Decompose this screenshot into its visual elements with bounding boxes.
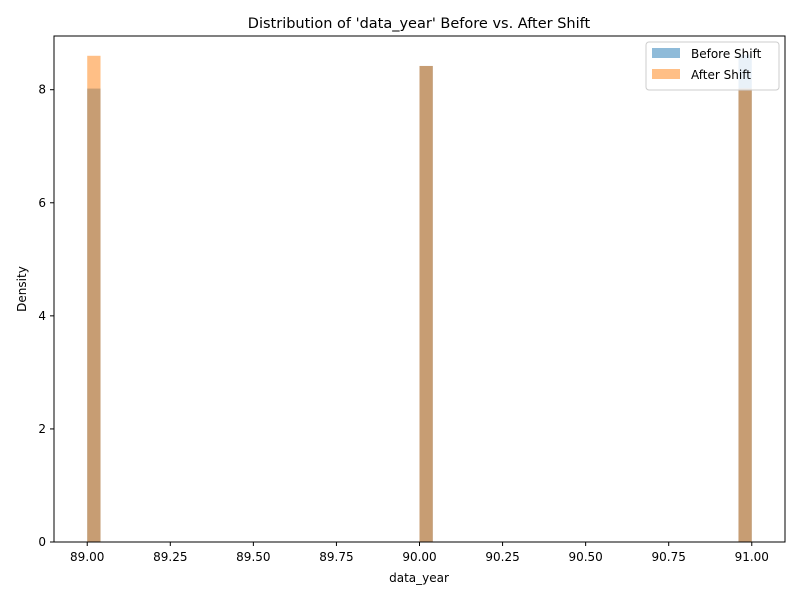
y-tick-label: 2 (38, 422, 46, 436)
legend: Before Shift After Shift (645, 41, 780, 91)
legend-label: After Shift (691, 68, 751, 82)
x-tick-label: 90.00 (402, 550, 436, 564)
y-tick-label: 0 (38, 535, 46, 549)
bar-series-1-bin-1 (419, 65, 433, 543)
x-axis-label: data_year (389, 571, 449, 585)
x-tick-label: 89.50 (236, 550, 270, 564)
x-tick-label: 89.75 (319, 550, 353, 564)
bar-series-1-bin-2 (738, 88, 752, 543)
bars-layer (87, 54, 752, 543)
bar-series-1-bin-0 (87, 55, 101, 542)
y-axis-label: Density (15, 266, 29, 312)
legend-swatch (652, 48, 680, 58)
x-tick-label: 90.75 (652, 550, 686, 564)
legend-label: Before Shift (691, 47, 762, 61)
y-axis: 0 2 4 6 8 (38, 83, 54, 549)
x-axis: 89.00 89.25 89.50 89.75 90.00 90.25 90.50 90.75… (70, 542, 769, 564)
y-tick-label: 8 (38, 83, 46, 97)
y-tick-label: 4 (38, 309, 46, 323)
x-tick-label: 89.25 (153, 550, 187, 564)
x-tick-label: 90.25 (485, 550, 519, 564)
chart-title: Distribution of 'data_year' Before vs. A… (248, 16, 591, 32)
x-tick-label: 91.00 (735, 550, 769, 564)
x-tick-label: 89.00 (70, 550, 104, 564)
x-tick-label: 90.50 (568, 550, 602, 564)
legend-swatch (652, 69, 680, 79)
y-tick-label: 6 (38, 196, 46, 210)
